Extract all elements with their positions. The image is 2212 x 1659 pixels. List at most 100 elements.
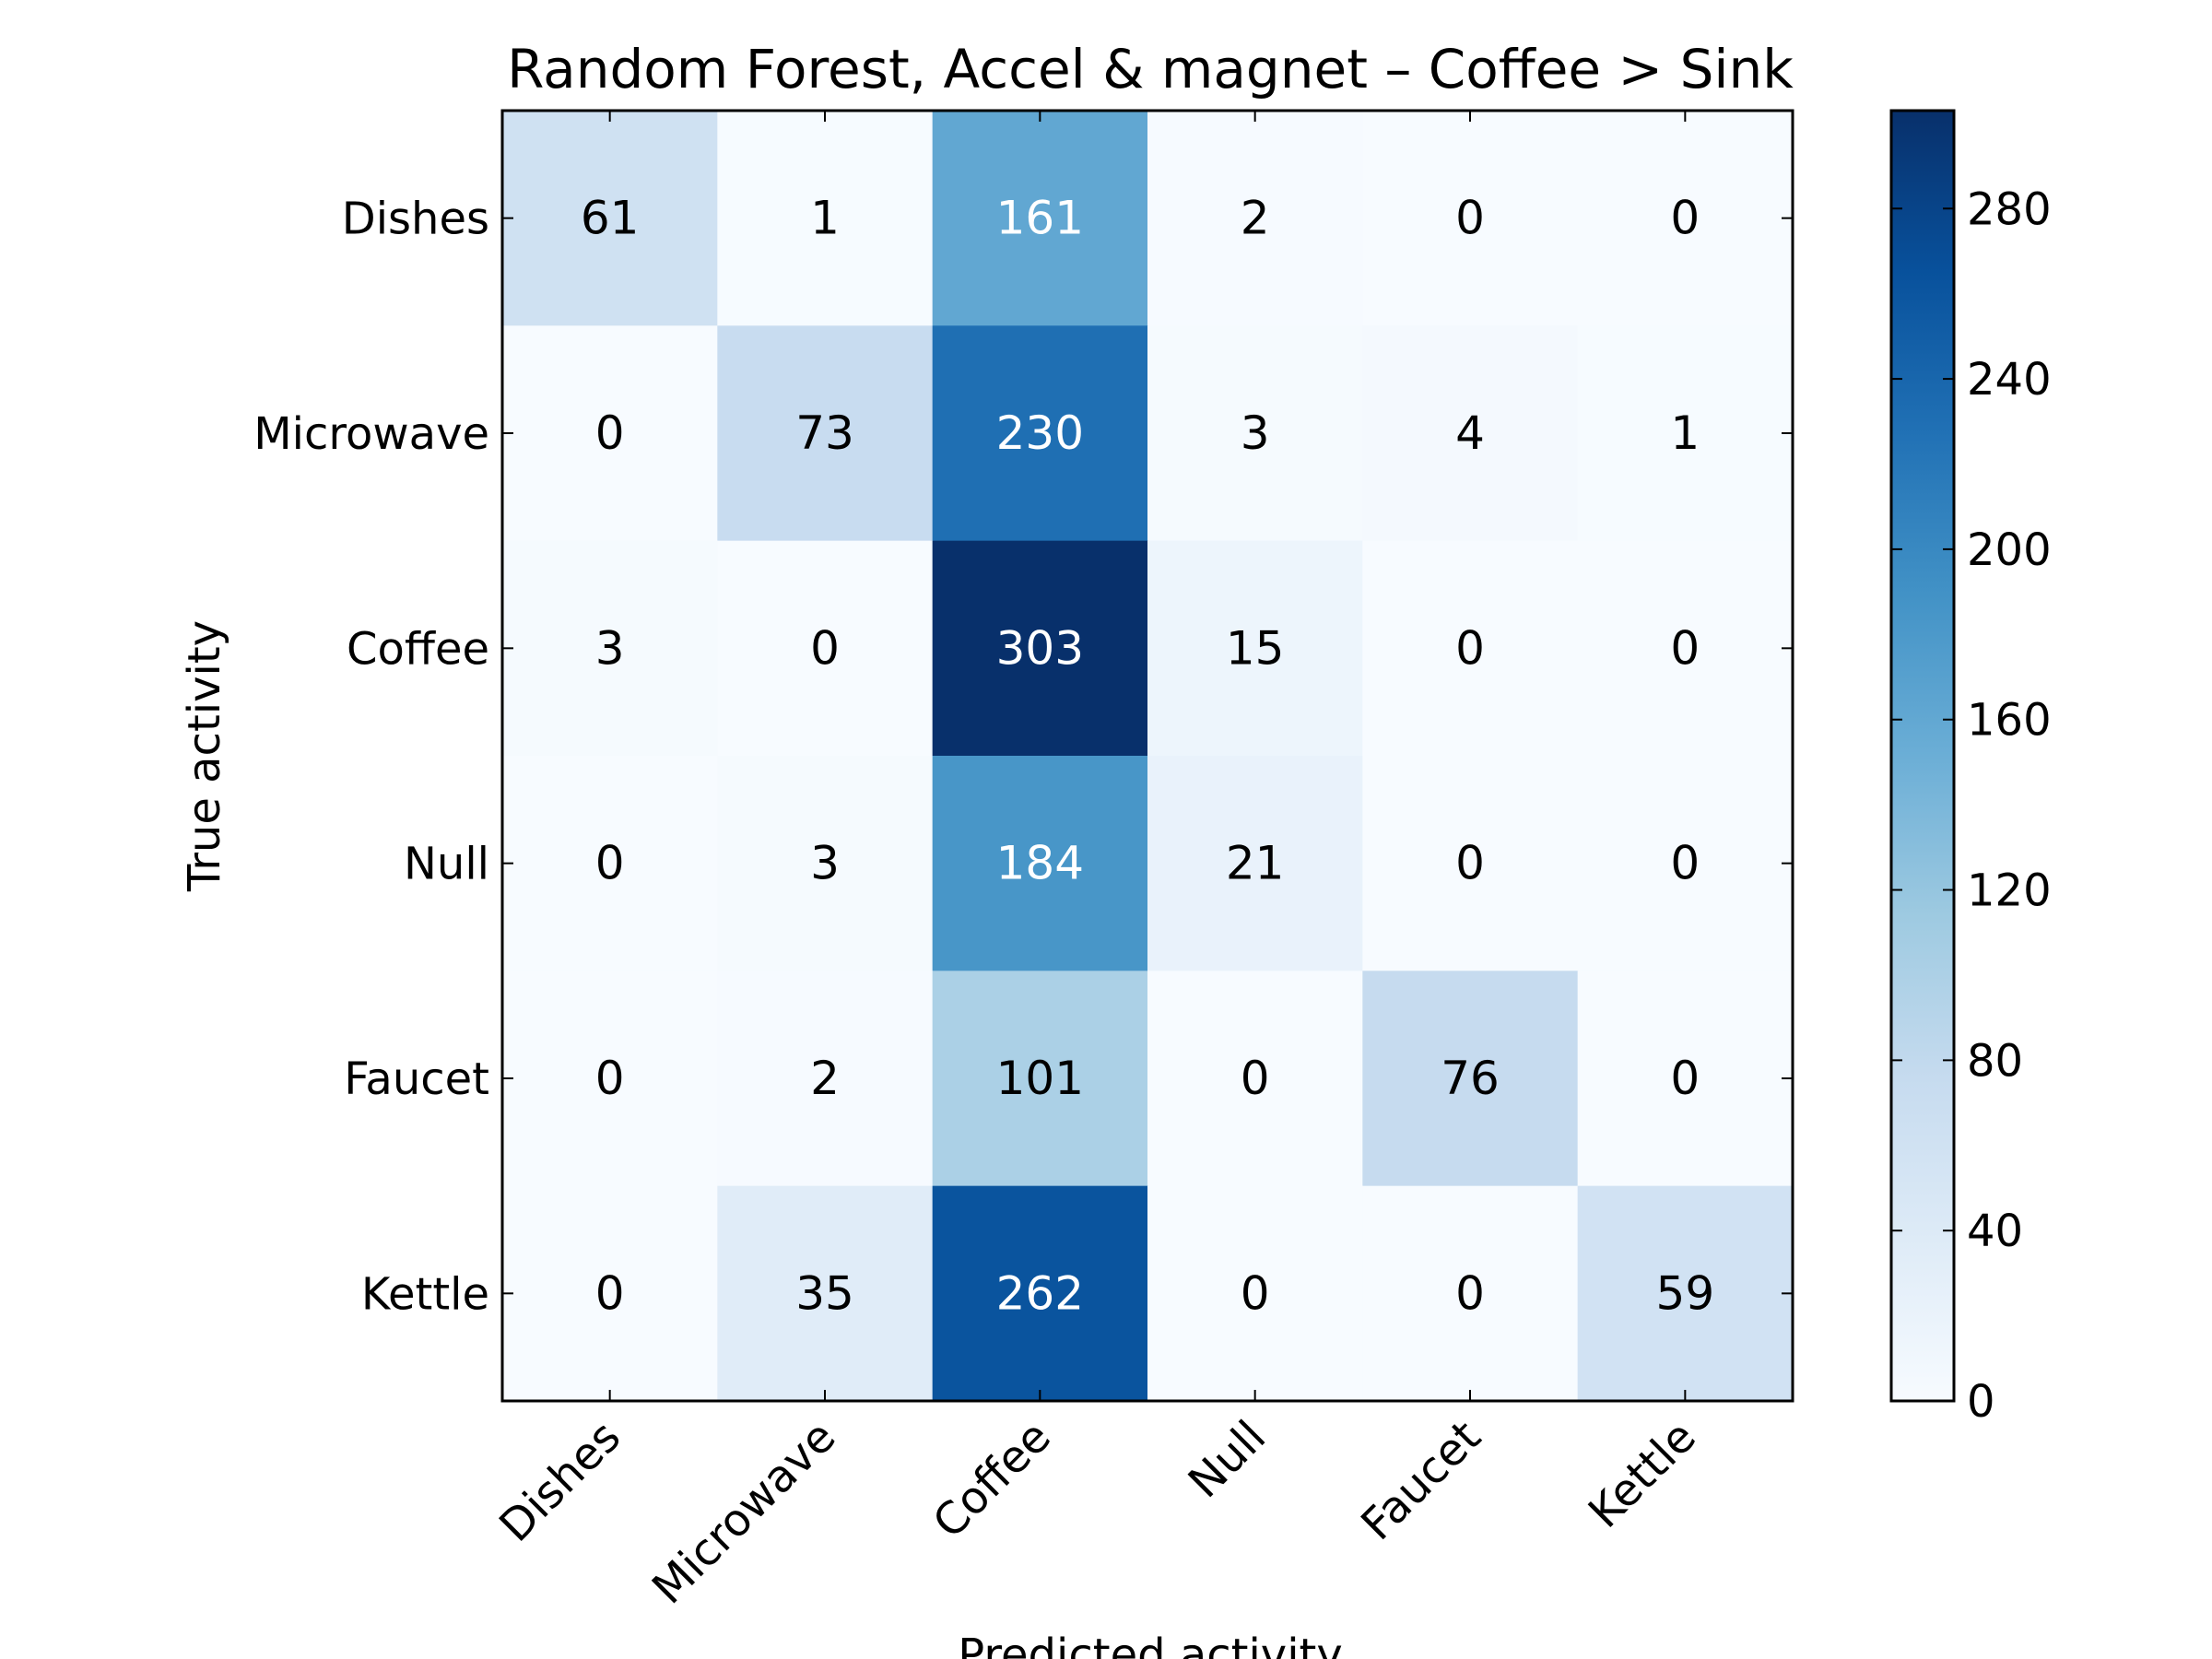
- y-tick-label: Microwave: [253, 408, 489, 460]
- y-axis-label: True activity: [179, 620, 230, 892]
- cell-value-label: 0: [1455, 837, 1485, 890]
- y-tick-label: Faucet: [344, 1053, 489, 1105]
- cell-value-label: 2: [1241, 192, 1270, 245]
- cell-value-label: 101: [996, 1052, 1084, 1105]
- colorbar-tick-label: 280: [1967, 183, 2052, 235]
- colorbar-frame: [1889, 109, 1956, 1403]
- cell-value-label: 4: [1455, 406, 1485, 460]
- cell-value-label: 0: [1670, 192, 1700, 245]
- cell-value-label: 0: [1241, 1052, 1270, 1105]
- cell-value-label: 0: [1241, 1266, 1270, 1320]
- heatmap-cell: [502, 1185, 718, 1402]
- x-tick-label: Kettle: [1579, 1411, 1706, 1538]
- cell-value-label: 0: [1455, 192, 1485, 245]
- heatmap-cell: [1362, 756, 1579, 971]
- cell-value-label: 3: [1241, 406, 1270, 460]
- y-tick-label: Kettle: [361, 1268, 489, 1320]
- y-tick-label: Null: [404, 839, 489, 890]
- x-tick-labels: Dishes Microwave Coffee Null Faucet Kettle: [489, 1411, 1706, 1614]
- cell-value-label: 0: [1670, 1052, 1700, 1105]
- cell-value-label: 35: [795, 1266, 854, 1320]
- heatmap-cell: [1577, 971, 1794, 1187]
- cell-value-label: 0: [1670, 837, 1700, 890]
- chart-title: Random Forest, Accel & magnet – Coffee >…: [507, 38, 1794, 100]
- colorbar-tick-label: 80: [1967, 1035, 2023, 1087]
- y-tick-labels: Dishes Microwave Coffee Null Faucet Kettle: [253, 194, 489, 1321]
- heatmap-cell: [502, 971, 718, 1187]
- heatmap-cell-labels: 61 1 161 2 0 00 73 230 3 4 13 0 303 15 0 00 3 184 21 0 00 2 10…: [581, 192, 1714, 1321]
- colorbar-tick-label: 40: [1967, 1206, 2023, 1257]
- heatmap-cell: [717, 325, 934, 542]
- cell-value-label: 2: [810, 1052, 840, 1105]
- heatmap-cell: [717, 756, 934, 971]
- cell-value-label: 0: [1455, 1266, 1485, 1320]
- heatmap-cell: [932, 540, 1148, 757]
- cell-value-label: 73: [795, 406, 854, 460]
- heatmap-cell: [1147, 540, 1363, 757]
- heatmap-cell: [1362, 325, 1579, 542]
- colorbar-tick-label: 200: [1967, 524, 2052, 576]
- y-tick-label: Coffee: [347, 623, 489, 675]
- x-tick-label: Null: [1179, 1411, 1276, 1508]
- axis-ticks: [502, 111, 1793, 1401]
- cell-value-label: 303: [996, 621, 1084, 675]
- cell-value-label: 161: [996, 192, 1084, 245]
- cell-value-label: 3: [595, 621, 625, 675]
- colorbar-tick-label: 240: [1967, 354, 2052, 406]
- heatmap-cell: [502, 111, 718, 326]
- cell-value-label: 0: [595, 1052, 625, 1105]
- x-tick-label: Dishes: [489, 1411, 630, 1552]
- heatmap-cell: [502, 325, 718, 542]
- x-axis-label: Predicted activity: [958, 1630, 1343, 1659]
- heatmap-cell: [1577, 111, 1794, 326]
- heatmap-cell: [717, 111, 934, 326]
- colorbar-gradient: [1891, 111, 1954, 1401]
- cell-value-label: 0: [1670, 621, 1700, 675]
- cell-value-label: 184: [996, 837, 1084, 890]
- x-tick-label: Coffee: [924, 1411, 1061, 1548]
- colorbar-tick-label: 160: [1967, 695, 2052, 747]
- heatmap-cell: [502, 756, 718, 971]
- heatmap-cell: [1362, 971, 1579, 1187]
- heatmap-cell: [1147, 1185, 1363, 1402]
- heatmap-cell: [1147, 111, 1363, 326]
- plot-frame: [500, 109, 1794, 1403]
- heatmap-cell: [1362, 1185, 1579, 1402]
- heatmap-cell: [717, 540, 934, 757]
- cell-value-label: 21: [1226, 837, 1285, 890]
- cell-value-label: 0: [810, 621, 840, 675]
- heatmap-cells: [502, 111, 1794, 1402]
- heatmap-cell: [1577, 325, 1794, 542]
- heatmap-cell: [1577, 756, 1794, 971]
- cell-value-label: 0: [595, 406, 625, 460]
- heatmap-cell: [1147, 756, 1363, 971]
- heatmap-cell: [932, 325, 1148, 542]
- heatmap-cell: [717, 971, 934, 1187]
- cell-value-label: 15: [1226, 621, 1285, 675]
- x-tick-label: Faucet: [1351, 1411, 1490, 1550]
- heatmap-cell: [932, 1185, 1148, 1402]
- colorbar-tick-label: 0: [1967, 1376, 1995, 1428]
- cell-value-label: 59: [1656, 1266, 1715, 1320]
- heatmap-cell: [1362, 540, 1579, 757]
- y-tick-label: Dishes: [342, 194, 489, 245]
- cell-value-label: 61: [581, 192, 640, 245]
- heatmap-cell: [932, 111, 1148, 326]
- cell-value-label: 1: [1670, 406, 1700, 460]
- cell-value-label: 0: [595, 837, 625, 890]
- heatmap-cell: [1362, 111, 1579, 326]
- cell-value-label: 0: [1455, 621, 1485, 675]
- heatmap-cell: [502, 540, 718, 757]
- colorbar-ticks: 0 40 80 120 160 200 240 280: [1891, 183, 2052, 1428]
- heatmap-cell: [1147, 325, 1363, 542]
- cell-value-label: 0: [595, 1266, 625, 1320]
- cell-value-label: 262: [996, 1266, 1084, 1320]
- heatmap-cell: [932, 971, 1148, 1187]
- x-tick-label: Microwave: [642, 1411, 845, 1614]
- cell-value-label: 230: [996, 406, 1084, 460]
- cell-value-label: 3: [810, 837, 840, 890]
- cell-value-label: 1: [810, 192, 840, 245]
- heatmap-cell: [932, 756, 1148, 971]
- heatmap-cell: [717, 1185, 934, 1402]
